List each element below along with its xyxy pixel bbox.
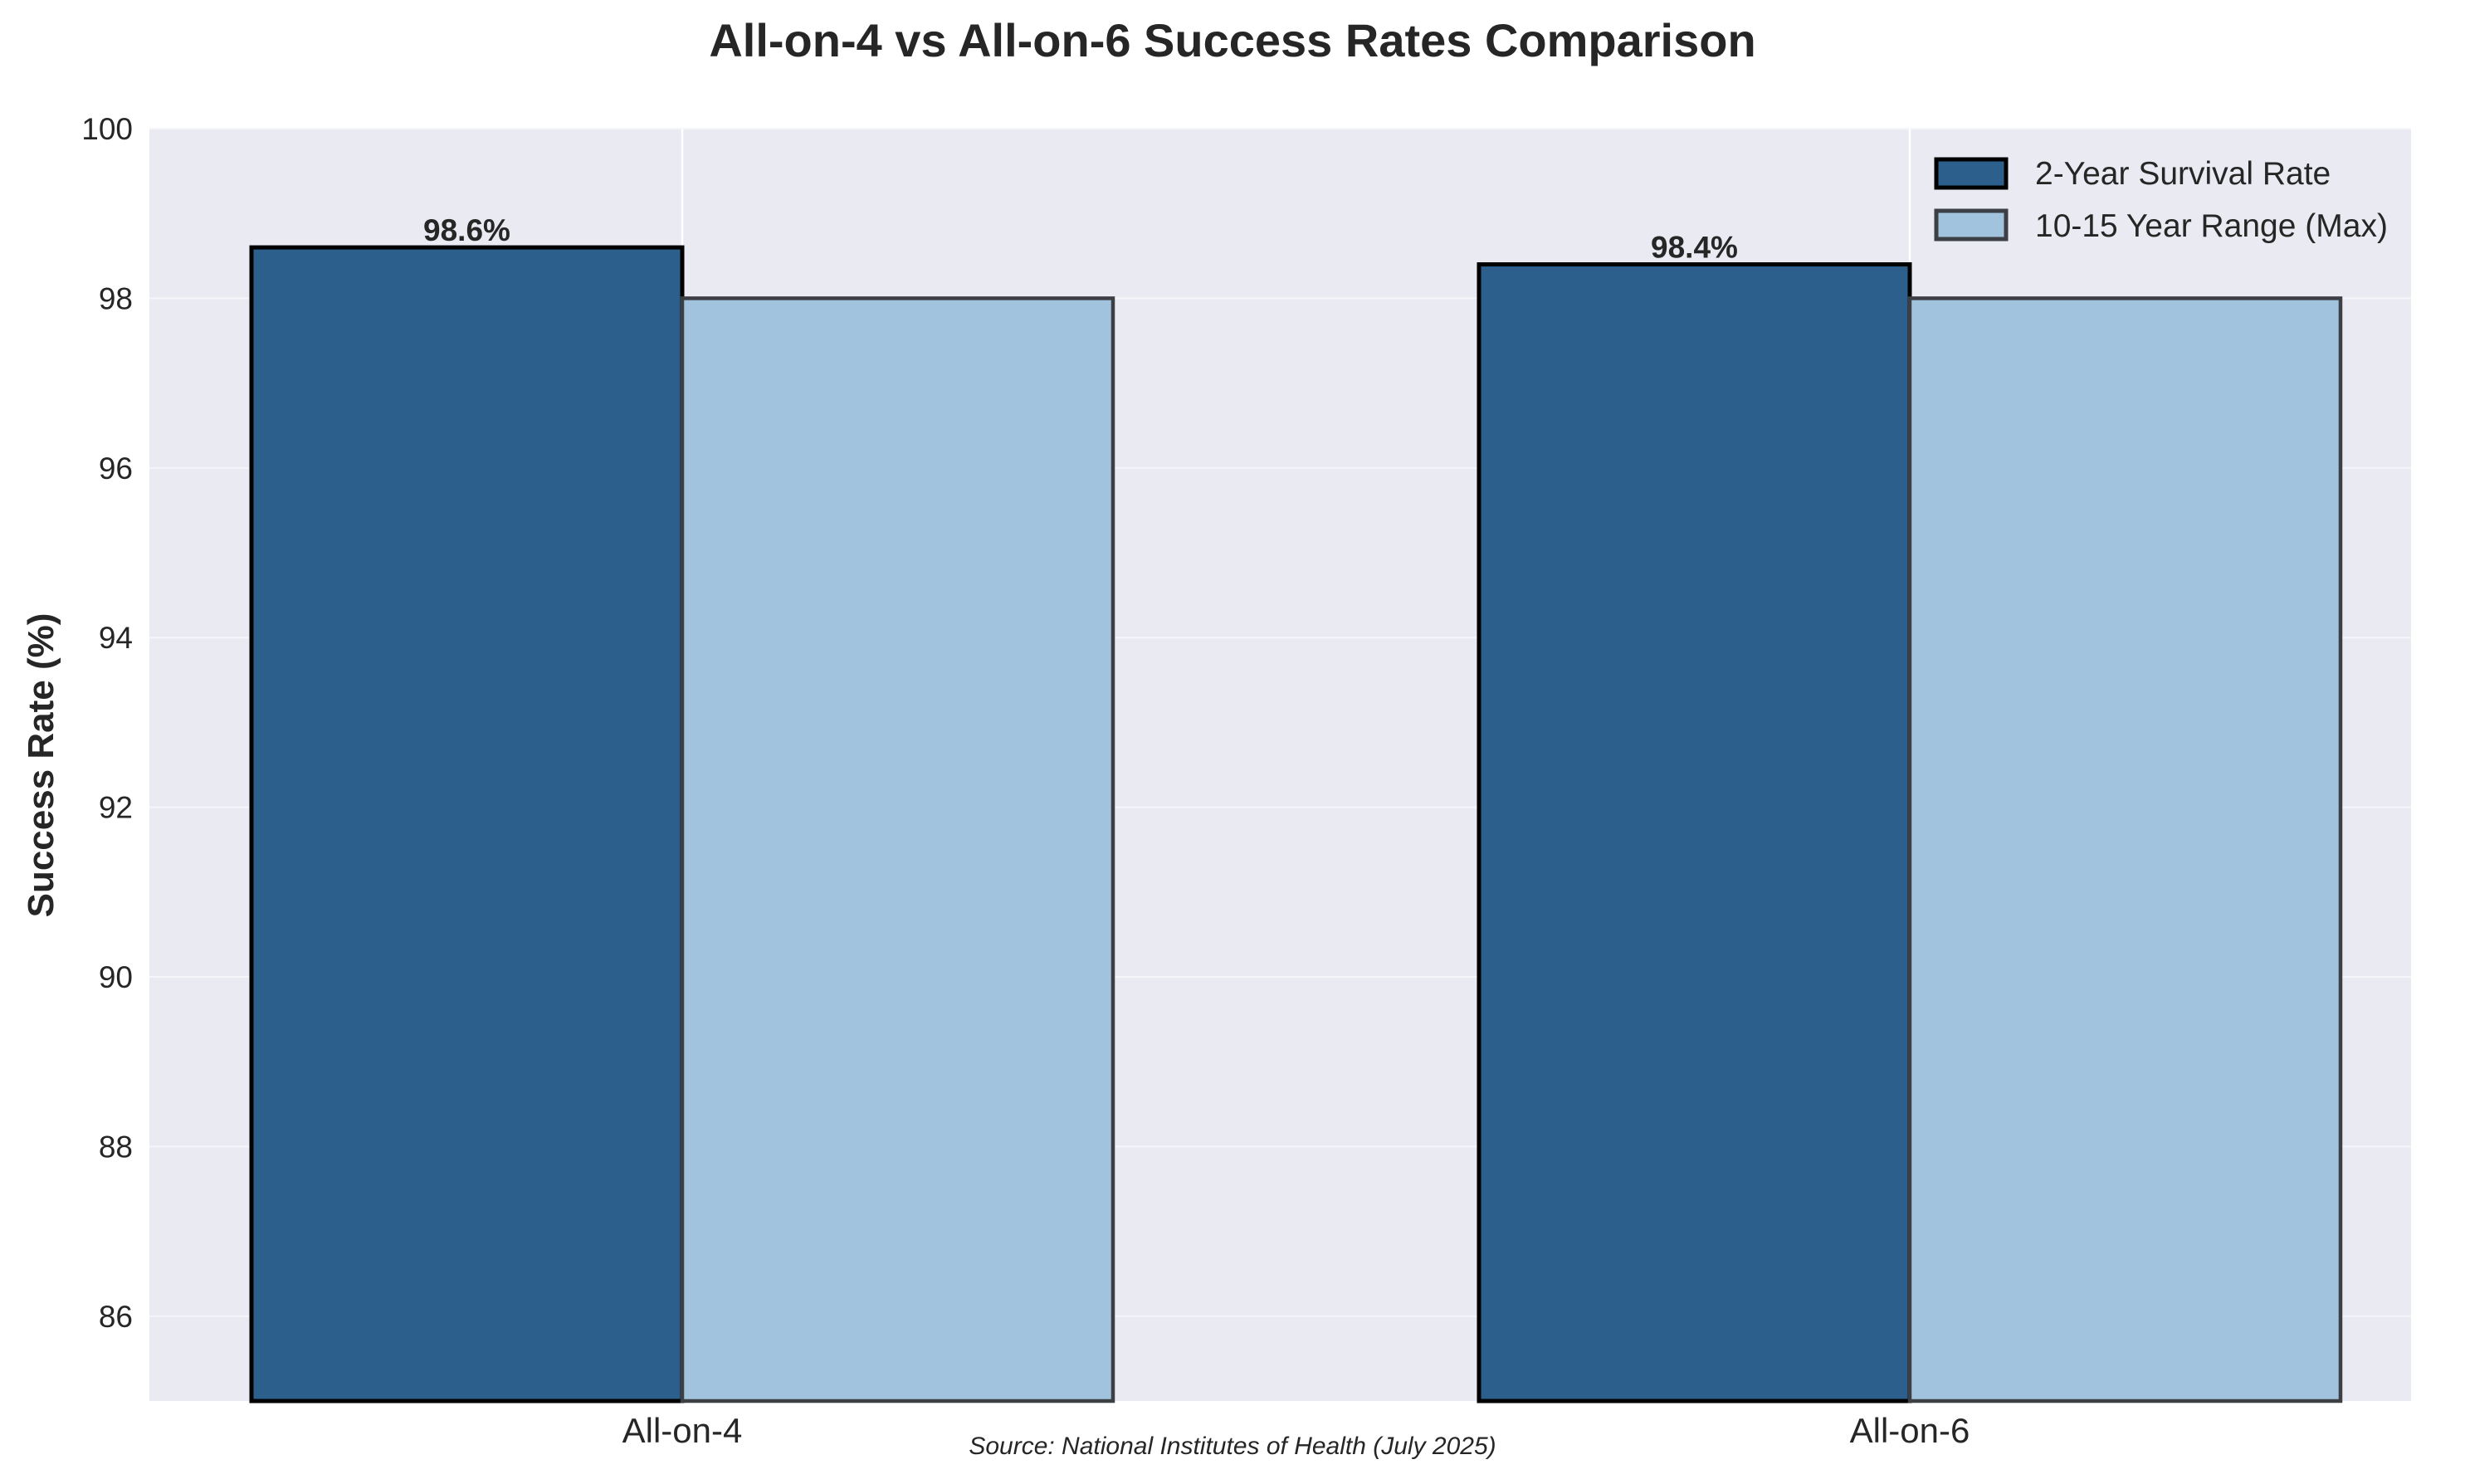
data-label-series-1-1: 98.4% [1651,231,1738,265]
legend-label-series-1: 2-Year Survival Rate [2035,156,2331,192]
chart-title: All-on-4 vs All-on-6 Success Rates Compa… [709,14,1755,66]
y-axis-ticks: 86 88 90 92 94 96 98 100 [81,112,133,1334]
bar-series-1-all-on-6 [1477,262,1912,1403]
x-axis-ticks: All-on-4 All-on-6 [622,1411,1970,1450]
bar-series-1-all-on-4 [249,245,685,1403]
y-tick-label-88: 88 [99,1130,133,1164]
legend: 2-Year Survival Rate 10-15 Year Range (M… [1934,156,2388,244]
legend-swatch-series-1 [1934,157,2009,190]
y-tick-label-100: 100 [81,112,133,146]
y-tick-label-86: 86 [99,1300,133,1334]
x-tick-label-1: All-on-6 [1850,1411,1970,1450]
bar-series-2-all-on-4 [680,296,1115,1403]
y-tick-label-96: 96 [99,452,133,486]
y-tick-label-90: 90 [99,960,133,994]
y-axis-label: Success Rate (%) [21,613,61,918]
y-tick-label-94: 94 [99,621,133,655]
bar-series-2-all-on-6 [1907,296,2343,1403]
source-note: Source: National Institutes of Health (J… [969,1433,1496,1460]
data-label-series-1-0: 98.6% [423,213,510,247]
y-tick-label-92: 92 [99,791,133,825]
legend-swatch-series-2 [1934,208,2009,242]
data-labels: 98.6% 98.4% [423,213,1738,264]
x-tick-label-0: All-on-4 [622,1411,743,1450]
bars [249,245,2343,1403]
y-tick-label-98: 98 [99,281,133,315]
legend-label-series-2: 10-15 Year Range (Max) [2035,208,2388,244]
